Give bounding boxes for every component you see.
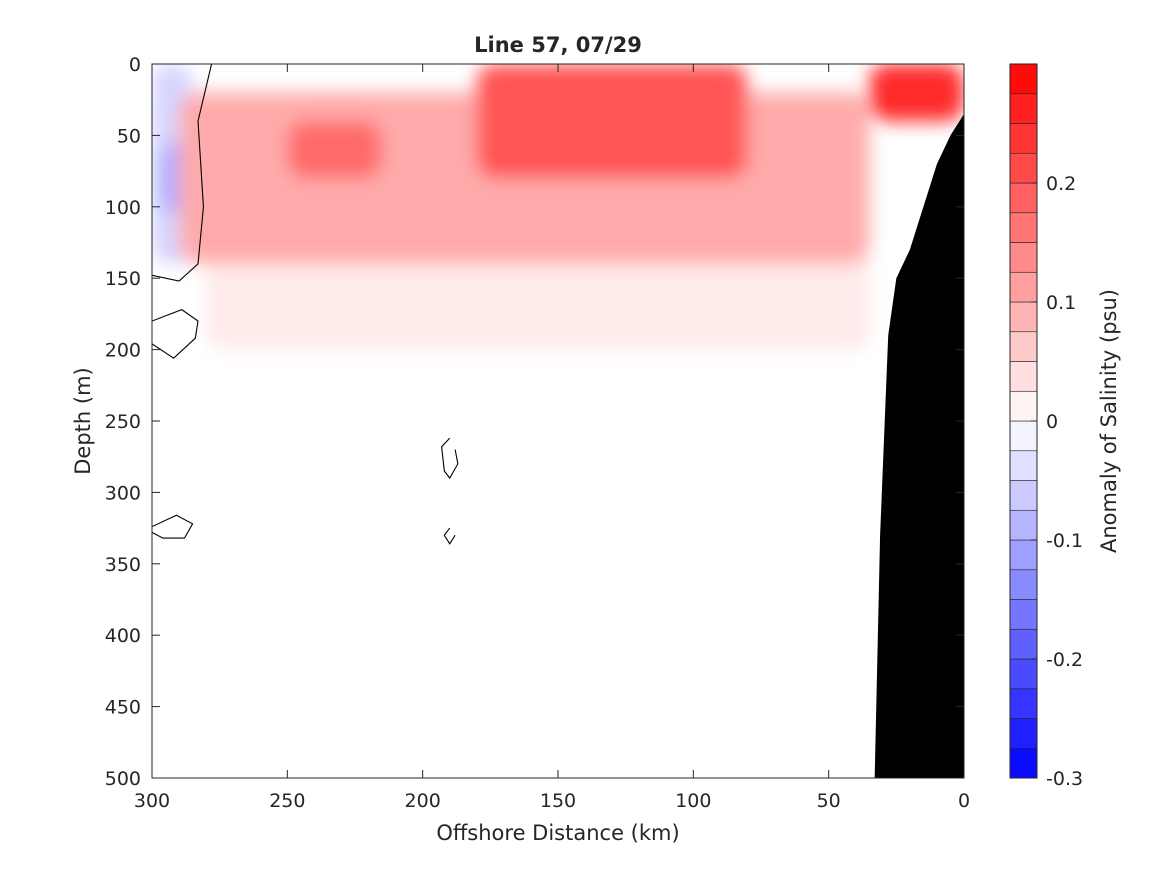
colorbar-tick-label: -0.3 <box>1046 768 1083 790</box>
colorbar-band <box>1009 569 1038 600</box>
anomaly-patch-positive-0 <box>206 235 870 350</box>
colorbar-band <box>1009 93 1038 124</box>
colorbar-band <box>1009 450 1038 481</box>
colorbar-tick-label: -0.1 <box>1046 530 1083 552</box>
zero-contour-loop-330 <box>443 527 456 545</box>
colorbar-band <box>1009 361 1038 392</box>
colorbar-tick-label: -0.2 <box>1046 649 1083 671</box>
anomaly-patch-positive-5 <box>476 64 748 179</box>
colorbar-band <box>1009 658 1038 690</box>
y-tick-label: 400 <box>105 625 141 647</box>
colorbar-band <box>1009 420 1038 452</box>
plot-area: 300 250 200 150 100 50 0 050100150200250300350… <box>105 54 970 812</box>
colorbar: -0.3 -0.2 -0.1 0 0.1 0.2 <box>1009 63 1083 790</box>
colorbar-tick-label: 0.1 <box>1046 292 1076 314</box>
y-tick-label: 300 <box>105 482 141 504</box>
bathymetry <box>874 113 964 778</box>
anomaly-field <box>152 64 964 350</box>
colorbar-band <box>1009 152 1038 184</box>
colorbar-band <box>1009 718 1038 749</box>
zero-contour-loop-195 <box>152 308 199 359</box>
y-tick-label: 500 <box>105 768 141 790</box>
chart-title: Line 57, 07/29 <box>474 33 642 57</box>
x-tick-label: 100 <box>675 790 711 812</box>
colorbar-frame <box>1009 63 1038 779</box>
colorbar-tick-label: 0.2 <box>1046 173 1076 195</box>
y-axis-label: Depth (m) <box>71 367 95 474</box>
colorbar-band <box>1009 688 1038 719</box>
colorbar-band <box>1009 123 1038 154</box>
zero-contour-loop-325 <box>152 514 194 539</box>
y-tick-label: 350 <box>105 554 141 576</box>
y-axis-ticks: 0 50 100 150 200 250 300 350 400 450 500 <box>105 54 964 790</box>
zero-contours <box>152 64 459 545</box>
zero-contour-west-boundary <box>152 64 213 282</box>
plot-frame <box>151 63 965 779</box>
x-tick-label: 50 <box>817 790 841 812</box>
x-axis-ticks: 300 250 200 150 100 50 0 <box>134 64 970 812</box>
y-tick-label: 250 <box>105 411 141 433</box>
colorbar-band <box>1009 628 1038 660</box>
colorbar-tick-label: 0 <box>1046 411 1058 433</box>
x-tick-label: 150 <box>540 790 576 812</box>
colorbar-band <box>1009 242 1038 273</box>
x-axis-label: Offshore Distance (km) <box>436 821 679 845</box>
y-tick-label: 150 <box>105 268 141 290</box>
y-tick-label: 50 <box>117 125 141 147</box>
y-tick-label: 0 <box>129 54 141 76</box>
colorbar-band <box>1009 271 1038 303</box>
colorbar-band <box>1009 747 1038 779</box>
colorbar-band <box>1009 480 1038 511</box>
colorbar-band <box>1009 509 1038 541</box>
colorbar-band <box>1009 301 1038 333</box>
colorbar-band <box>1009 63 1038 95</box>
colorbar-ticks: -0.3 -0.2 -0.1 0 0.1 0.2 <box>1031 173 1083 790</box>
colorbar-band <box>1009 331 1038 362</box>
anomaly-patch-positive-4 <box>287 121 383 179</box>
colorbar-band <box>1009 539 1038 571</box>
zero-contour-loop-275 <box>441 437 459 480</box>
colorbar-band <box>1009 182 1038 214</box>
y-tick-label: 200 <box>105 340 141 362</box>
seafloor-polygon <box>874 113 964 778</box>
x-tick-label: 200 <box>405 790 441 812</box>
y-tick-label: 100 <box>105 197 141 219</box>
colorbar-label: Anomaly of Salinity (psu) <box>1097 289 1121 553</box>
anomaly-patch-positive-6 <box>869 64 964 122</box>
colorbar-band <box>1009 390 1038 422</box>
colorbar-band <box>1009 212 1038 243</box>
x-tick-label: 300 <box>134 790 170 812</box>
colorbar-band <box>1009 599 1038 630</box>
x-tick-label: 0 <box>958 790 970 812</box>
x-tick-label: 250 <box>269 790 305 812</box>
y-tick-label: 450 <box>105 697 141 719</box>
